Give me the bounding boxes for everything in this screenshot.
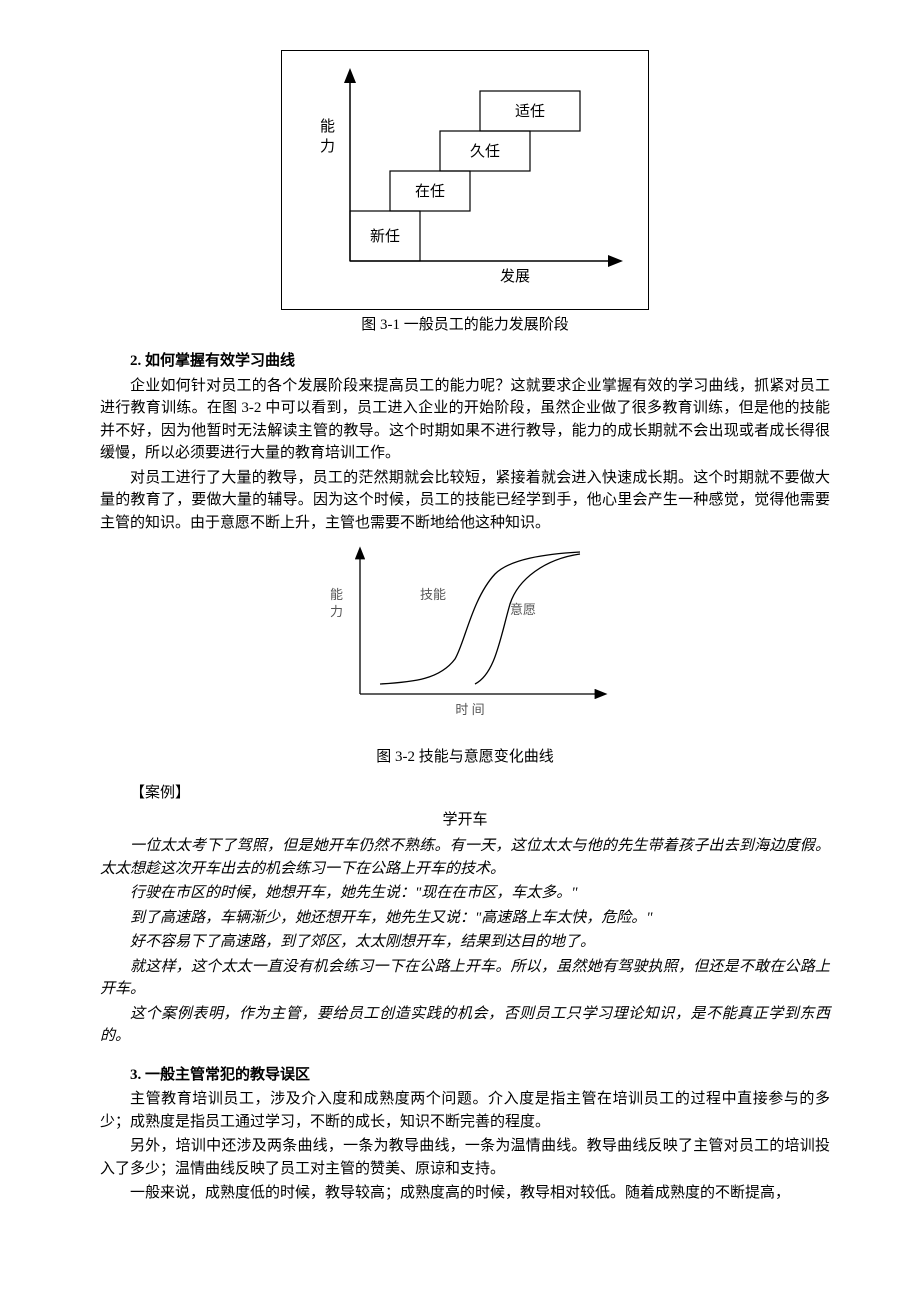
case-title: 学开车 — [100, 809, 830, 832]
section-2-heading: 2. 如何掌握有效学习曲线 — [100, 350, 830, 373]
section-2-para-2: 对员工进行了大量的教导，员工的茫然期就会比较短，紧接着就会进入快速成长期。这个时… — [100, 467, 830, 535]
svg-text:技能: 技能 — [420, 587, 446, 602]
section-3-para-1: 主管教育培训员工，涉及介入度和成熟度两个问题。介入度是指主管在培训员工的过程中直… — [100, 1088, 830, 1133]
svg-text:适任: 适任 — [515, 103, 545, 120]
figure-3-2-caption: 图 3-2 技能与意愿变化曲线 — [100, 746, 830, 769]
figure-3-2-svg: 能力时 间 技能意愿 — [315, 544, 615, 734]
figure-3-1: 能力发展 新任 在任 久任 适任 — [100, 50, 830, 310]
section-3-para-3: 一般来说，成熟度低的时候，教导较高；成熟度高的时候，教导相对较低。随着成熟度的不… — [100, 1182, 830, 1205]
case-para-2: 行驶在市区的时候，她想开车，她先生说："现在在市区，车太多。" — [100, 882, 830, 905]
figure-3-1-svg: 能力发展 新任 在任 久任 适任 — [300, 61, 630, 291]
section-3-para-2: 另外，培训中还涉及两条曲线，一条为教导曲线，一条为温情曲线。教导曲线反映了主管对… — [100, 1135, 830, 1180]
case-para-1: 一位太太考下了驾照，但是她开车仍然不熟练。有一天，这位太太与他的先生带着孩子出去… — [100, 835, 830, 880]
svg-text:能: 能 — [320, 118, 335, 135]
figure-3-1-caption: 图 3-1 一般员工的能力发展阶段 — [100, 314, 830, 337]
svg-text:时 间: 时 间 — [455, 702, 484, 717]
svg-text:新任: 新任 — [370, 228, 400, 245]
svg-text:力: 力 — [330, 604, 343, 619]
case-label: 【案例】 — [100, 782, 830, 805]
svg-text:能: 能 — [330, 587, 343, 602]
case-para-6: 这个案例表明，作为主管，要给员工创造实践的机会，否则员工只学习理论知识，是不能真… — [100, 1003, 830, 1048]
section-2-para-1: 企业如何针对员工的各个发展阶段来提高员工的能力呢？这就要求企业掌握有效的学习曲线… — [100, 375, 830, 465]
svg-text:在任: 在任 — [415, 183, 445, 200]
svg-text:久任: 久任 — [470, 143, 500, 160]
section-3-heading: 3. 一般主管常犯的教导误区 — [100, 1064, 830, 1087]
case-para-3: 到了高速路，车辆渐少，她还想开车，她先生又说："高速路上车太快，危险。" — [100, 907, 830, 930]
figure-3-1-box: 能力发展 新任 在任 久任 适任 — [281, 50, 649, 310]
svg-text:发展: 发展 — [500, 268, 530, 285]
case-para-4: 好不容易下了高速路，到了郊区，太太刚想开车，结果到达目的地了。 — [100, 931, 830, 954]
svg-text:力: 力 — [320, 138, 335, 155]
svg-text:意愿: 意愿 — [510, 602, 536, 617]
case-para-5: 就这样，这个太太一直没有机会练习一下在公路上开车。所以，虽然她有驾驶执照，但还是… — [100, 956, 830, 1001]
figure-3-2: 能力时 间 技能意愿 — [100, 544, 830, 742]
